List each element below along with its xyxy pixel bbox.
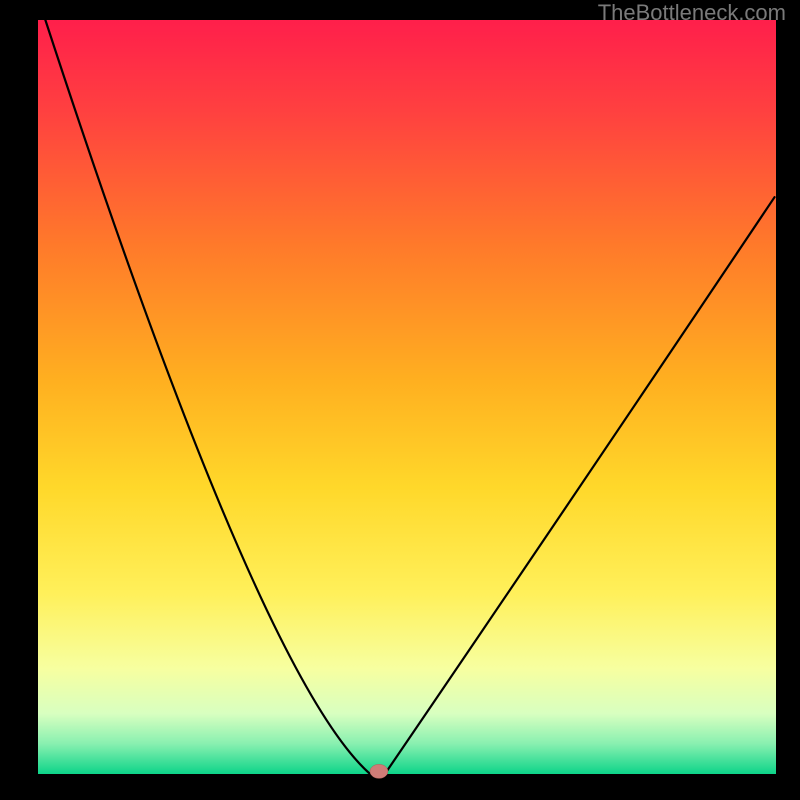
optimal-point-marker	[370, 764, 388, 778]
chart-svg	[0, 0, 800, 800]
watermark-text: TheBottleneck.com	[598, 0, 786, 26]
plot-area	[38, 20, 776, 774]
